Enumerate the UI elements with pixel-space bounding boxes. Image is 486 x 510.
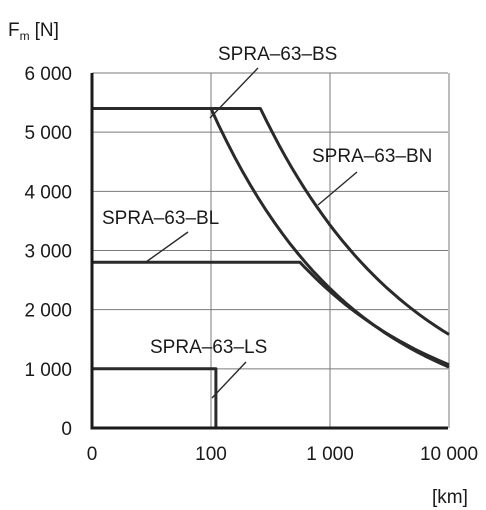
x-tick-label-10-000: 10 000	[420, 444, 478, 465]
tick-labels: 0 1 000 2 000 3 000 4 000 5 000 6 000 0 100 1 000…	[24, 64, 478, 465]
y-tick-label-5-000: 5 000	[24, 123, 72, 144]
series-line-spra-63-bl	[92, 260, 450, 367]
x-tick-label-1-000: 1 000	[306, 444, 354, 465]
series-line-spra-63-ls	[92, 367, 218, 428]
grid	[92, 72, 450, 428]
y-tick-label-0: 0	[61, 419, 72, 440]
series-labels: SPRA–63–BS SPRA–63–BN SPRA–63–BL SPRA–63–LS	[102, 44, 432, 399]
y-tick-label-3-000: 3 000	[24, 242, 72, 263]
y-tick-label-2-000: 2 000	[24, 301, 72, 322]
y-axis-title: Fm [N]	[8, 20, 59, 43]
series-leader-spra-63-ls	[211, 361, 247, 399]
series-leader-spra-63-bn	[317, 171, 358, 206]
y-axis-subscript: m	[20, 29, 30, 43]
series-layer	[92, 107, 450, 428]
y-axis-symbol: F	[8, 20, 20, 41]
y-axis-unit: [N]	[35, 20, 59, 41]
series-line-spra-63-bn	[92, 107, 450, 336]
y-tick-label-1-000: 1 000	[24, 360, 72, 381]
y-tick-label-6-000: 6 000	[24, 64, 72, 85]
x-axis-title: [km]	[432, 487, 468, 508]
series-label-spra-63-bn: SPRA–63–BN	[312, 146, 432, 167]
series-label-spra-63-ls: SPRA–63–LS	[150, 337, 267, 358]
series-label-spra-63-bs: SPRA–63–BS	[218, 44, 337, 65]
axes	[90, 73, 448, 430]
x-tick-label-100: 100	[195, 444, 227, 465]
y-tick-label-4-000: 4 000	[24, 182, 72, 203]
series-leader-spra-63-bs	[209, 67, 259, 119]
series-label-spra-63-bl: SPRA–63–BL	[102, 208, 219, 229]
series-leader-spra-63-bl	[145, 231, 189, 263]
x-tick-label-0: 0	[87, 444, 98, 465]
